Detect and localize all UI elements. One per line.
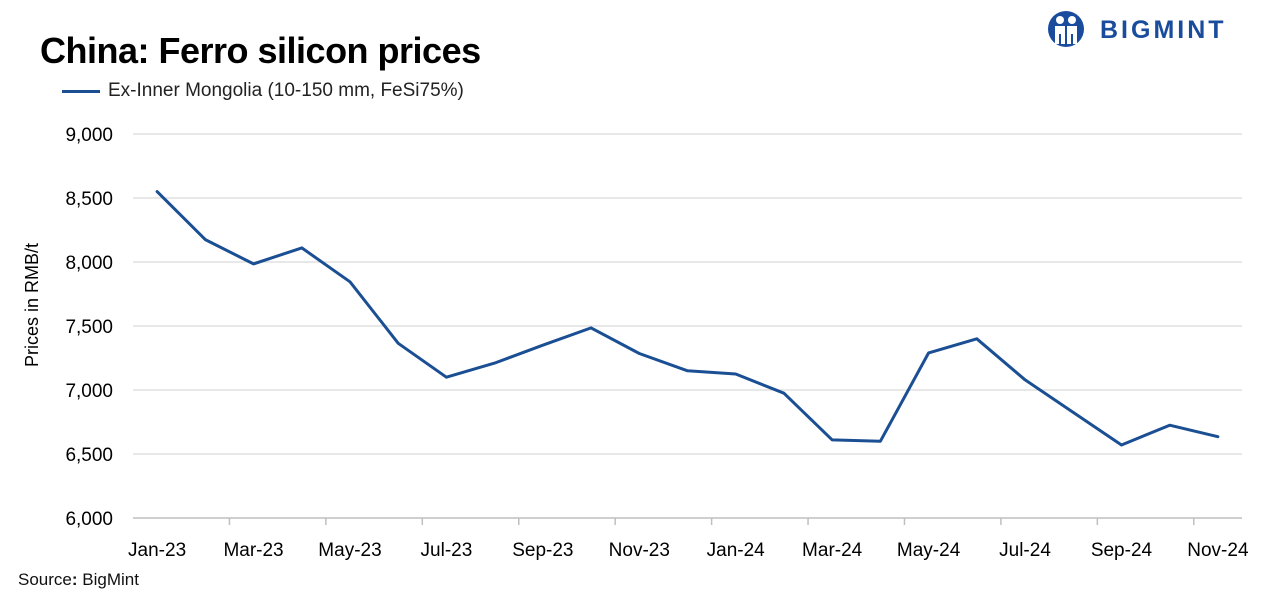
x-tick-label: Jan-24 [707,540,766,561]
y-tick-label: 9,000 [65,125,113,146]
source-name: BigMint [82,570,139,589]
source-note: Source: BigMint [18,570,139,590]
y-tick-label: 8,500 [65,189,113,210]
gridlines [133,133,1242,455]
x-tick-label: Jan-23 [128,540,186,561]
x-tick-label: Mar-24 [802,540,863,561]
legend-swatch [62,89,100,93]
legend-label: Ex-Inner Mongolia (10-150 mm, FeSi75%) [108,80,464,101]
brand-name: BIGMINT [1100,16,1227,44]
x-tick-label: Sep-24 [1091,540,1153,561]
source-colon: : [71,570,78,589]
y-tick-label: 8,000 [65,253,113,274]
bigmint-logo-icon [1048,11,1084,47]
series-line [155,190,1220,447]
x-axis-ticks: Jan-23 Mar-23 May-23 Jul-23 Sep-23 Nov-23 Jan-… [128,540,1249,561]
source-prefix: Source [18,570,72,589]
x-axis [133,517,1242,525]
y-axis-label: Prices in RMB/t [22,243,42,367]
y-axis-ticks: 6,000 6,500 7,000 7,500 8,000 8,500 9,000 [65,125,113,530]
x-tick-label: May-24 [897,540,961,561]
y-tick-label: 6,500 [65,445,113,466]
x-tick-label: Mar-23 [223,540,283,561]
x-tick-label: Jul-23 [421,540,473,561]
x-tick-label: Jul-24 [999,540,1051,561]
y-tick-label: 7,500 [65,317,113,338]
y-tick-label: 6,000 [65,509,113,530]
x-tick-label: Nov-23 [609,540,670,561]
x-tick-label: Sep-23 [512,540,573,561]
x-tick-label: May-23 [318,540,381,561]
chart-title: China: Ferro silicon prices [40,30,481,71]
x-tick-label: Nov-24 [1187,540,1249,561]
legend: Ex-Inner Mongolia (10-150 mm, FeSi75%) [62,80,464,102]
series-layer [155,190,1220,447]
y-tick-label: 7,000 [65,381,113,402]
